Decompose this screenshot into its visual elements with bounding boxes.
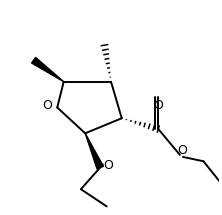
Text: O: O bbox=[177, 144, 187, 157]
Text: O: O bbox=[103, 159, 113, 172]
Text: O: O bbox=[153, 99, 163, 112]
Polygon shape bbox=[85, 133, 103, 169]
Text: O: O bbox=[43, 99, 53, 112]
Polygon shape bbox=[32, 57, 64, 82]
